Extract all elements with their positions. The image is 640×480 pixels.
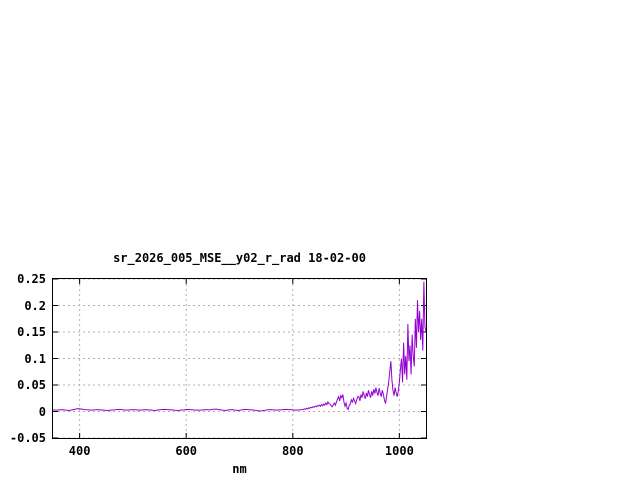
y-tick-label: 0.1 bbox=[24, 351, 46, 366]
chart-title: sr_2026_005_MSE__y02_r_rad 18-02-00 bbox=[113, 251, 366, 265]
plot-svg bbox=[53, 279, 426, 438]
x-tick-label: 600 bbox=[175, 444, 198, 458]
data-line bbox=[53, 281, 426, 412]
x-tick-label: 1000 bbox=[384, 444, 414, 458]
y-tick-label: 0.2 bbox=[24, 298, 46, 313]
y-tick-label: 0 bbox=[38, 404, 46, 419]
x-axis-title: nm bbox=[232, 462, 247, 476]
y-tick-label: 0.15 bbox=[17, 325, 46, 339]
y-tick-label: -0.05 bbox=[9, 431, 46, 445]
y-tick-label: 0.05 bbox=[17, 378, 46, 392]
y-tick-label: 0.25 bbox=[17, 272, 46, 286]
x-tick-label: 400 bbox=[68, 444, 91, 458]
plot-area bbox=[52, 278, 427, 439]
x-tick-label: 800 bbox=[281, 444, 304, 458]
